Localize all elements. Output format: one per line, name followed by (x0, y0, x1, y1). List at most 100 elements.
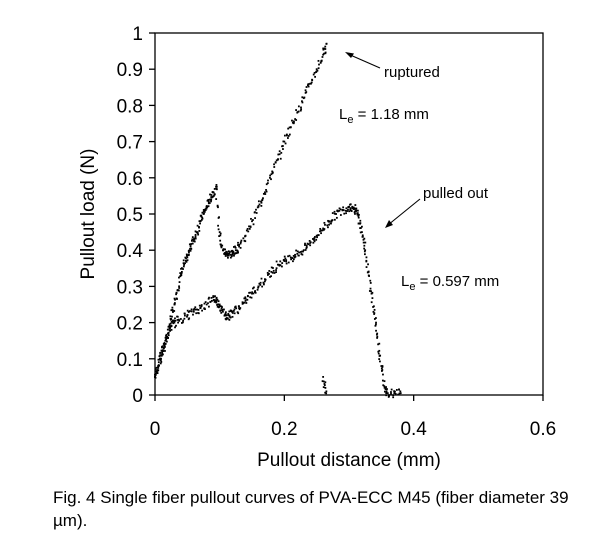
data-point (269, 275, 271, 278)
data-point (188, 251, 190, 254)
y-tick-label: 0.6 (117, 169, 143, 190)
data-point (369, 287, 372, 290)
data-point (375, 321, 377, 324)
data-point (323, 383, 326, 385)
data-point (165, 334, 167, 337)
data-point (190, 308, 193, 311)
data-point (388, 395, 390, 397)
data-point (162, 343, 165, 345)
data-point (187, 311, 190, 313)
data-point (186, 254, 189, 257)
data-point (300, 108, 303, 111)
data-point (157, 369, 160, 372)
data-point (191, 242, 194, 245)
data-point (245, 229, 248, 232)
data-point (301, 101, 304, 104)
data-point (157, 358, 160, 361)
data-point (376, 335, 379, 338)
figure-caption: Fig. 4 Single fiber pullout curves of PV… (53, 488, 569, 530)
annotation-le-1: Le = 1.18 mm (339, 106, 429, 126)
data-point (328, 220, 331, 223)
data-point (299, 109, 302, 112)
data-point (211, 195, 214, 198)
data-point (312, 241, 315, 244)
data-point (288, 254, 291, 257)
data-point (220, 307, 223, 310)
data-point (213, 300, 216, 303)
data-point (306, 84, 309, 87)
data-point (246, 228, 249, 230)
data-point (202, 213, 205, 215)
data-point (297, 254, 300, 257)
data-point (240, 239, 243, 242)
data-point (160, 354, 163, 357)
data-point (196, 232, 199, 234)
data-point (321, 380, 324, 383)
data-point (323, 52, 325, 55)
data-point (352, 208, 355, 210)
series-2 (154, 203, 402, 399)
data-point (348, 210, 351, 213)
data-point (323, 228, 326, 230)
data-point (342, 206, 345, 209)
data-point (315, 68, 318, 71)
data-point (215, 297, 218, 300)
data-point (186, 256, 189, 259)
data-point (183, 263, 185, 266)
data-point (204, 209, 206, 211)
data-point (320, 59, 323, 62)
data-point (207, 297, 210, 300)
data-point (354, 204, 357, 206)
data-point (176, 319, 179, 321)
data-point (178, 287, 181, 289)
data-point (359, 231, 362, 234)
data-point (180, 267, 183, 270)
data-point (182, 319, 185, 322)
data-point (305, 86, 308, 88)
data-point (275, 269, 277, 271)
data-point (218, 231, 221, 233)
data-point (190, 243, 193, 245)
data-point (330, 222, 332, 225)
data-point (273, 163, 275, 166)
data-point (349, 208, 352, 211)
data-point (278, 153, 281, 156)
data-point (317, 234, 320, 236)
data-point (309, 244, 312, 247)
data-point (301, 253, 304, 256)
data-point (193, 238, 196, 241)
data-point (324, 386, 327, 389)
data-point (173, 302, 176, 304)
data-point (222, 248, 225, 251)
data-point (314, 75, 316, 78)
data-point (200, 214, 203, 217)
data-point (177, 321, 179, 324)
data-point (272, 269, 275, 272)
data-point (351, 205, 354, 208)
data-point (323, 47, 326, 50)
data-point (333, 210, 336, 213)
data-point (394, 392, 397, 395)
data-point (368, 290, 371, 292)
data-point (162, 347, 165, 349)
data-point (375, 317, 377, 319)
data-point (381, 370, 383, 372)
data-point (343, 212, 346, 215)
data-point (238, 307, 240, 310)
data-point (186, 309, 189, 312)
data-point (257, 200, 260, 203)
data-point (361, 231, 363, 233)
y-tick-label: 1 (132, 24, 143, 45)
data-point (167, 334, 170, 337)
data-point (222, 310, 224, 313)
data-point (382, 373, 384, 376)
data-point (168, 325, 171, 328)
data-point (267, 179, 269, 182)
data-point (164, 342, 167, 345)
data-point (155, 371, 158, 374)
data-point (264, 193, 267, 195)
data-point (322, 376, 325, 378)
data-point (323, 384, 326, 387)
data-point (178, 285, 180, 288)
data-point (201, 309, 203, 312)
